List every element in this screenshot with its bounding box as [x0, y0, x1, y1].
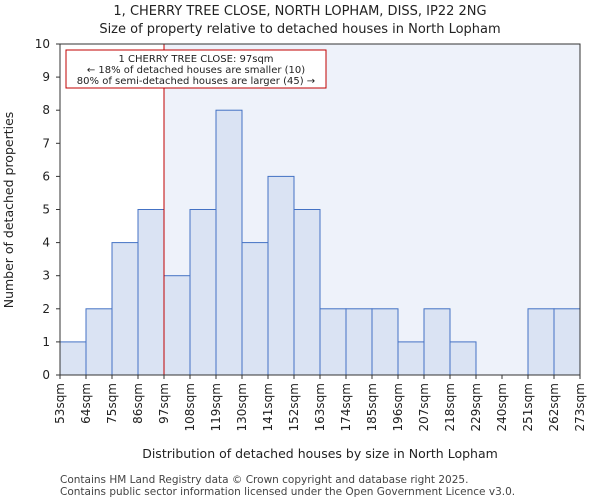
- bar-251sqm: [527, 308, 555, 376]
- annotation-box: [65, 49, 327, 89]
- annotation-line-3: 80% of semi-detached houses are larger (…: [77, 76, 315, 87]
- y-tick-label-7: 7: [42, 136, 50, 150]
- x-tick-label-119sqm: 119sqm: [209, 383, 223, 431]
- bar-174sqm: [345, 308, 373, 376]
- x-tick-label-75sqm: 75sqm: [105, 383, 119, 424]
- bar-196sqm: [397, 341, 425, 376]
- x-tick-label-163sqm: 163sqm: [313, 383, 327, 431]
- annotation-line-1: 1 CHERRY TREE CLOSE: 97sqm: [118, 54, 273, 65]
- x-tick-label-86sqm: 86sqm: [131, 383, 145, 424]
- x-tick-label-108sqm: 108sqm: [183, 383, 197, 431]
- y-ticks: 0 1 2 3 4 5 6 7 8 9 10: [35, 37, 60, 382]
- x-tick-label-218sqm: 218sqm: [443, 383, 457, 431]
- chart-title: 1, CHERRY TREE CLOSE, NORTH LOPHAM, DISS…: [113, 4, 486, 19]
- x-ticks: 53sqm 64sqm 75sqm 86sqm 97sqm 108sqm 119sqm 130…: [53, 375, 587, 431]
- x-tick-label-174sqm: 174sqm: [339, 383, 353, 431]
- bar-86sqm: [137, 209, 165, 376]
- x-tick-label-251sqm: 251sqm: [521, 383, 535, 431]
- x-tick-label-130sqm: 130sqm: [235, 383, 249, 431]
- x-tick-label-196sqm: 196sqm: [391, 383, 405, 431]
- bar-75sqm: [111, 242, 139, 376]
- bar-130sqm: [241, 242, 269, 376]
- x-tick-label-229sqm: 229sqm: [469, 383, 483, 431]
- x-tick-label-262sqm: 262sqm: [547, 383, 561, 431]
- bar-97sqm: [163, 275, 191, 376]
- x-tick-label-53sqm: 53sqm: [53, 383, 67, 424]
- x-tick-label-273sqm: 273sqm: [573, 383, 587, 431]
- x-tick-label-185sqm: 185sqm: [365, 383, 379, 431]
- x-tick-label-207sqm: 207sqm: [417, 383, 431, 431]
- y-tick-label-3: 3: [42, 269, 50, 283]
- bars-layer: [59, 44, 581, 376]
- footer-line-1: Contains HM Land Registry data © Crown c…: [60, 474, 468, 486]
- x-tick-label-64sqm: 64sqm: [79, 383, 93, 424]
- y-tick-label-9: 9: [42, 70, 50, 84]
- annotation: 1 CHERRY TREE CLOSE: 97sqm ← 18% of deta…: [65, 49, 327, 89]
- bar-262sqm: [553, 308, 581, 376]
- bar-207sqm: [423, 308, 451, 376]
- y-tick-label-6: 6: [42, 169, 50, 183]
- footer-line-2: Contains public sector information licen…: [60, 486, 515, 498]
- x-tick-label-97sqm: 97sqm: [157, 383, 171, 424]
- annotation-line-2: ← 18% of detached houses are smaller (10…: [87, 65, 305, 76]
- y-tick-label-5: 5: [42, 203, 50, 217]
- chart-subtitle: Size of property relative to detached ho…: [99, 22, 500, 37]
- y-tick-label-1: 1: [42, 335, 50, 349]
- x-tick-label-141sqm: 141sqm: [261, 383, 275, 431]
- y-tick-label-2: 2: [42, 302, 50, 316]
- bar-119sqm: [215, 109, 243, 376]
- x-tick-label-240sqm: 240sqm: [495, 383, 509, 431]
- x-axis-label: Distribution of detached houses by size …: [142, 446, 498, 461]
- bar-64sqm: [85, 308, 113, 376]
- x-tick-label-152sqm: 152sqm: [287, 383, 301, 431]
- bar-108sqm: [189, 209, 217, 376]
- bar-218sqm: [449, 341, 477, 376]
- bar-141sqm: [267, 175, 295, 376]
- y-tick-label-8: 8: [42, 103, 50, 117]
- y-tick-label-0: 0: [42, 368, 50, 382]
- y-axis-label: Number of detached properties: [1, 112, 16, 309]
- bar-163sqm: [319, 308, 347, 376]
- bar-185sqm: [371, 308, 399, 376]
- y-tick-label-10: 10: [35, 37, 50, 51]
- y-tick-label-4: 4: [42, 236, 50, 250]
- bar-53sqm: [59, 341, 87, 376]
- bar-152sqm: [293, 209, 321, 376]
